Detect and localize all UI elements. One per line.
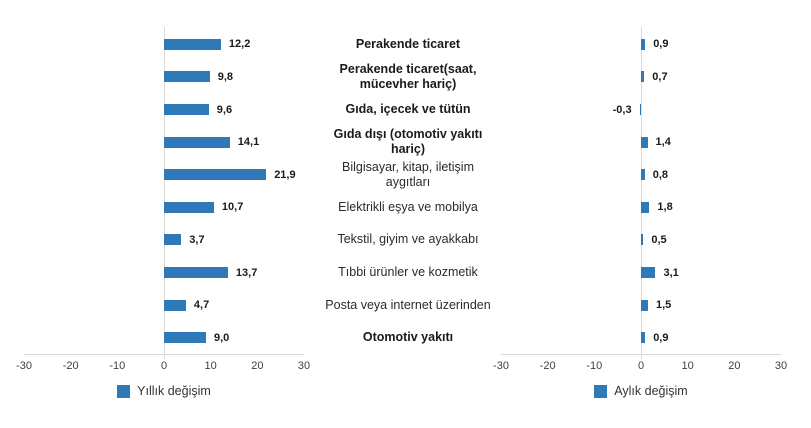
- value-label: 1,8: [657, 201, 673, 214]
- value-label: 0,9: [653, 38, 669, 51]
- category-label: Tekstil, giyim ve ayakkabı: [337, 232, 479, 247]
- monthly-legend: Aylık değişim: [501, 384, 781, 398]
- bar: [641, 332, 646, 344]
- category-label: Elektrikli eşya ve mobilya: [338, 199, 478, 214]
- axis-tick-label: -10: [109, 360, 126, 372]
- legend-swatch: [117, 384, 131, 398]
- bar: [641, 169, 645, 181]
- value-label: 9,6: [216, 103, 233, 116]
- category-label: Gıda, içecek ve tütün: [345, 101, 471, 116]
- axis-tick-label: -30: [493, 360, 509, 372]
- value-label: 14,1: [237, 136, 260, 149]
- yearly-plot-area: 12,2 9,8 9,6 14,1 21,9 10,7 3,7 13,7 4,7 9,0: [24, 27, 304, 359]
- axis-tick-label: -20: [539, 360, 556, 372]
- value-label: 9,8: [217, 70, 234, 83]
- value-label: 0,9: [653, 331, 669, 344]
- bar: [164, 267, 228, 278]
- axis-tick-label: 30: [297, 360, 311, 372]
- bar: [164, 299, 186, 311]
- value-label: 0,8: [652, 168, 669, 181]
- axis-tick-label: -20: [62, 360, 79, 372]
- axis-tick-label: 10: [681, 360, 694, 372]
- value-label: 21,9: [274, 168, 296, 181]
- value-label: 12,2: [228, 38, 251, 51]
- value-label: 4,7: [193, 299, 210, 312]
- category-label: Perakende ticaret(saat, mücevher hariç): [339, 61, 477, 91]
- axis-tick-label: 20: [251, 360, 264, 372]
- monthly-x-axis: -30 -20 -10 0 10 20 30: [493, 355, 787, 381]
- bar: [641, 38, 646, 50]
- value-label: 3,7: [189, 233, 205, 246]
- zero-axis-line: [164, 27, 165, 359]
- bar: [164, 71, 210, 83]
- bar: [641, 71, 645, 83]
- category-label: Perakende ticaret: [355, 36, 461, 51]
- yearly-legend: Yıllık değişim: [24, 384, 304, 398]
- bar: [641, 201, 650, 213]
- legend-label: Yıllık değişim: [137, 384, 211, 398]
- category-label: Posta veya internet üzerinden: [325, 297, 491, 312]
- bar: [639, 104, 641, 115]
- value-label: 0,7: [652, 70, 668, 83]
- axis-tick-label: 30: [774, 360, 788, 372]
- bar: [164, 38, 221, 50]
- yearly-x-axis: -30 -20 -10 0 10 20 30: [16, 355, 310, 381]
- category-labels: Perakende ticaret Perakende ticaret(saat,…: [324, 28, 492, 354]
- value-label: 3,1: [663, 266, 679, 279]
- bar: [641, 234, 644, 246]
- zero-axis-line: [641, 27, 642, 359]
- bar: [641, 267, 656, 278]
- axis-tick-label: 0: [160, 360, 168, 372]
- value-label: 1,5: [656, 299, 672, 312]
- bar: [641, 136, 648, 148]
- monthly-plot-area: 0,9 0,7 -0,3 1,4 0,8 1,8 0,5 3,1 1,5 0,9: [501, 27, 781, 359]
- value-label: 0,5: [651, 233, 667, 246]
- bar: [164, 136, 230, 148]
- value-label: -0,3: [612, 103, 632, 116]
- bar: [164, 201, 214, 213]
- legend-swatch: [594, 384, 608, 398]
- bar: [164, 332, 206, 344]
- value-label: 1,4: [655, 136, 671, 149]
- axis-tick-label: -10: [586, 360, 603, 372]
- category-label: Bilgisayar, kitap, iletişim aygıtları: [342, 159, 474, 189]
- value-label: 13,7: [235, 266, 258, 279]
- axis-tick-label: 20: [728, 360, 741, 372]
- axis-tick-label: -30: [16, 360, 32, 372]
- bar: [164, 234, 182, 246]
- value-label: 9,0: [214, 331, 230, 344]
- value-label: 10,7: [221, 201, 244, 214]
- category-label: Tıbbi ürünler ve kozmetik: [338, 264, 478, 279]
- axis-tick-label: 0: [637, 360, 645, 372]
- category-label: Gıda dışı (otomotiv yakıtı hariç): [333, 127, 483, 157]
- legend-label: Aylık değişim: [614, 384, 688, 398]
- bar: [164, 104, 209, 115]
- category-label: Otomotiv yakıtı: [362, 330, 454, 345]
- bar: [164, 169, 267, 181]
- yearly-change-chart: 12,2 9,8 9,6 14,1 21,9 10,7 3,7 13,7 4,7 9,0 -30-…: [16, 27, 310, 398]
- bar: [641, 299, 648, 311]
- axis-tick-label: 10: [204, 360, 217, 372]
- monthly-change-chart: 0,9 0,7 -0,3 1,4 0,8 1,8 0,5 3,1 1,5 0,9 -30 -20 -1…: [493, 27, 787, 398]
